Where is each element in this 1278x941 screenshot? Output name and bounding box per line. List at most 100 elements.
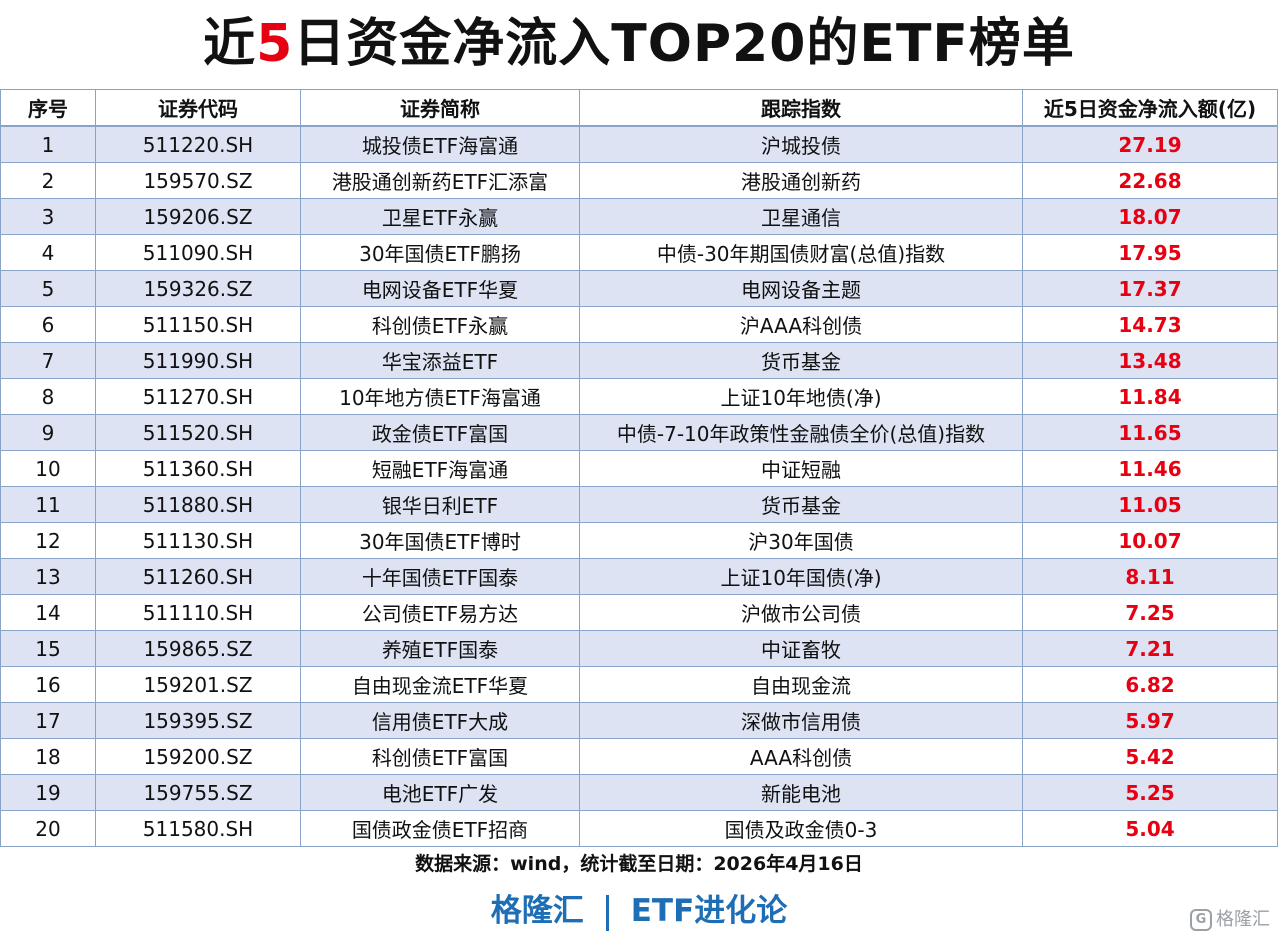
table-row: 13 511260.SH 十年国债ETF国泰 上证10年国债(净) 8.11: [0, 558, 1278, 595]
cell-code: 159395.SZ: [95, 702, 301, 739]
table-row: 8 511270.SH 10年地方债ETF海富通 上证10年地债(净) 11.84: [0, 378, 1278, 415]
cell-index: 中债-30年期国债财富(总值)指数: [579, 234, 1023, 271]
cell-code: 159755.SZ: [95, 774, 301, 811]
table-row: 6 511150.SH 科创债ETF永赢 沪AAA科创债 14.73: [0, 306, 1278, 343]
table-row: 16 159201.SZ 自由现金流ETF华夏 自由现金流 6.82: [0, 666, 1278, 703]
cell-net-inflow: 5.97: [1022, 702, 1278, 739]
cell-name: 城投债ETF海富通: [300, 125, 580, 163]
table-row: 14 511110.SH 公司债ETF易方达 沪做市公司债 7.25: [0, 594, 1278, 631]
cell-index: 深做市信用债: [579, 702, 1023, 739]
cell-code: 511580.SH: [95, 810, 301, 847]
cell-name: 30年国债ETF鹏扬: [300, 234, 580, 271]
cell-rank: 8: [0, 378, 96, 415]
cell-index: 国债及政金债0-3: [579, 810, 1023, 847]
cell-index: 沪30年国债: [579, 522, 1023, 559]
cell-net-inflow: 6.82: [1022, 666, 1278, 703]
cell-rank: 7: [0, 342, 96, 379]
table-row: 4 511090.SH 30年国债ETF鹏扬 中债-30年期国债财富(总值)指数 17.…: [0, 234, 1278, 271]
cell-net-inflow: 17.37: [1022, 270, 1278, 307]
cell-code: 159201.SZ: [95, 666, 301, 703]
footer-divider: [605, 894, 609, 931]
cell-index: AAA科创债: [579, 738, 1023, 775]
cell-net-inflow: 11.84: [1022, 378, 1278, 415]
table-row: 7 511990.SH 华宝添益ETF 货币基金 13.48: [0, 342, 1278, 379]
table-row: 19 159755.SZ 电池ETF广发 新能电池 5.25: [0, 774, 1278, 811]
cell-name: 短融ETF海富通: [300, 450, 580, 487]
cell-rank: 16: [0, 666, 96, 703]
cell-rank: 14: [0, 594, 96, 631]
cell-rank: 13: [0, 558, 96, 595]
header-name: 证券简称: [300, 89, 580, 127]
cell-code: 511990.SH: [95, 342, 301, 379]
cell-name: 科创债ETF富国: [300, 738, 580, 775]
cell-net-inflow: 22.68: [1022, 162, 1278, 199]
cell-name: 卫星ETF永赢: [300, 198, 580, 235]
cell-index: 沪做市公司债: [579, 594, 1023, 631]
cell-net-inflow: 5.42: [1022, 738, 1278, 775]
cell-net-inflow: 14.73: [1022, 306, 1278, 343]
cell-name: 自由现金流ETF华夏: [300, 666, 580, 703]
cell-name: 政金债ETF富国: [300, 414, 580, 451]
cell-net-inflow: 7.21: [1022, 630, 1278, 667]
cell-index: 中债-7-10年政策性金融债全价(总值)指数: [579, 414, 1023, 451]
cell-rank: 9: [0, 414, 96, 451]
header-code: 证券代码: [95, 89, 301, 127]
title-suffix: 日资金净流入TOP20的ETF榜单: [293, 14, 1075, 74]
title-highlight: 5: [256, 14, 294, 74]
data-source-note: 数据来源：wind，统计截至日期：2026年4月16日: [415, 853, 863, 875]
table-row: 18 159200.SZ 科创债ETF富国 AAA科创债 5.42: [0, 738, 1278, 775]
cell-name: 科创债ETF永赢: [300, 306, 580, 343]
cell-rank: 1: [0, 125, 96, 163]
cell-code: 159326.SZ: [95, 270, 301, 307]
cell-index: 中证短融: [579, 450, 1023, 487]
cell-index: 中证畜牧: [579, 630, 1023, 667]
header-net-inflow: 近5日资金净流入额(亿): [1022, 89, 1278, 127]
cell-index: 货币基金: [579, 342, 1023, 379]
cell-code: 159206.SZ: [95, 198, 301, 235]
cell-net-inflow: 13.48: [1022, 342, 1278, 379]
cell-code: 511110.SH: [95, 594, 301, 631]
cell-name: 信用债ETF大成: [300, 702, 580, 739]
cell-rank: 6: [0, 306, 96, 343]
cell-rank: 2: [0, 162, 96, 199]
cell-net-inflow: 27.19: [1022, 125, 1278, 163]
table-row: 9 511520.SH 政金债ETF富国 中债-7-10年政策性金融债全价(总值)指数…: [0, 414, 1278, 451]
cell-code: 159865.SZ: [95, 630, 301, 667]
cell-index: 货币基金: [579, 486, 1023, 523]
cell-rank: 11: [0, 486, 96, 523]
cell-net-inflow: 11.65: [1022, 414, 1278, 451]
table-row: 3 159206.SZ 卫星ETF永赢 卫星通信 18.07: [0, 198, 1278, 235]
cell-net-inflow: 11.05: [1022, 486, 1278, 523]
cell-index: 自由现金流: [579, 666, 1023, 703]
cell-code: 159200.SZ: [95, 738, 301, 775]
cell-index: 沪AAA科创债: [579, 306, 1023, 343]
cell-code: 511150.SH: [95, 306, 301, 343]
watermark: G 格隆汇: [1190, 906, 1270, 934]
cell-rank: 12: [0, 522, 96, 559]
cell-net-inflow: 11.46: [1022, 450, 1278, 487]
cell-name: 养殖ETF国泰: [300, 630, 580, 667]
cell-code: 511360.SH: [95, 450, 301, 487]
header-rank: 序号: [0, 89, 96, 127]
table-row: 11 511880.SH 银华日利ETF 货币基金 11.05: [0, 486, 1278, 523]
table-header-row: 序号 证券代码 证券简称 跟踪指数 近5日资金净流入额(亿): [0, 89, 1278, 127]
cell-index: 沪城投债: [579, 125, 1023, 163]
cell-code: 511220.SH: [95, 125, 301, 163]
cell-index: 卫星通信: [579, 198, 1023, 235]
cell-rank: 17: [0, 702, 96, 739]
cell-name: 银华日利ETF: [300, 486, 580, 523]
table-row: 2 159570.SZ 港股通创新药ETF汇添富 港股通创新药 22.68: [0, 162, 1278, 199]
table-row: 5 159326.SZ 电网设备ETF华夏 电网设备主题 17.37: [0, 270, 1278, 307]
cell-name: 30年国债ETF博时: [300, 522, 580, 559]
table-body: 1 511220.SH 城投债ETF海富通 沪城投债 27.19 2 159570.SZ 港股…: [0, 125, 1278, 847]
cell-rank: 19: [0, 774, 96, 811]
cell-code: 511520.SH: [95, 414, 301, 451]
cell-name: 国债政金债ETF招商: [300, 810, 580, 847]
table-row: 1 511220.SH 城投债ETF海富通 沪城投债 27.19: [0, 125, 1278, 163]
cell-name: 电网设备ETF华夏: [300, 270, 580, 307]
page-title: 近5日资金净流入TOP20的ETF榜单: [0, 0, 1278, 88]
table-row: 15 159865.SZ 养殖ETF国泰 中证畜牧 7.21: [0, 630, 1278, 667]
table-row: 20 511580.SH 国债政金债ETF招商 国债及政金债0-3 5.04: [0, 810, 1278, 847]
cell-code: 511130.SH: [95, 522, 301, 559]
cell-rank: 4: [0, 234, 96, 271]
